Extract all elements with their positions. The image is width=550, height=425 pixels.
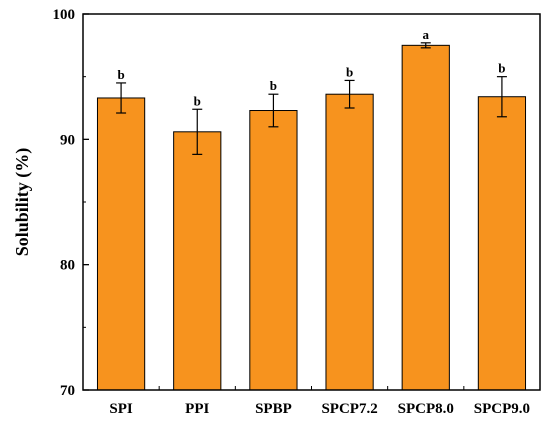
y-tick-label: 70 [60,383,75,399]
significance-label: b [194,93,201,108]
significance-label: b [117,67,124,82]
significance-label: b [270,78,277,93]
significance-label: b [498,61,505,76]
bar-spi [96,97,146,391]
x-tick-label: SPI [109,401,133,417]
significance-label: a [423,27,430,42]
x-tick-label: SPCP8.0 [398,401,454,417]
bar-spcp7-2 [325,93,374,391]
x-tick-label: PPI [185,401,209,417]
bar-spcp9-0 [477,96,527,391]
plot-area: b SPI b PPI b SPBP b SPCP7.2 a SPCP8.0 b SPCP9.0 70 8… [53,7,541,417]
y-axis-title: Solubility (%) [12,148,33,257]
significance-label: b [346,64,353,79]
y-tick-label: 90 [60,132,75,148]
bar-spcp8-0 [401,44,450,391]
y-axis-title-group: Solubility (%) [12,148,33,257]
x-tick-label: SPCP9.0 [474,401,530,417]
plot-frame [82,13,541,391]
bar-ppi [173,131,222,391]
y-tick-label: 100 [53,7,76,23]
x-tick-label: SPCP7.2 [321,401,377,417]
bar-spbp [249,110,298,391]
y-tick-label: 80 [60,258,75,274]
x-tick-label: SPBP [255,401,292,417]
